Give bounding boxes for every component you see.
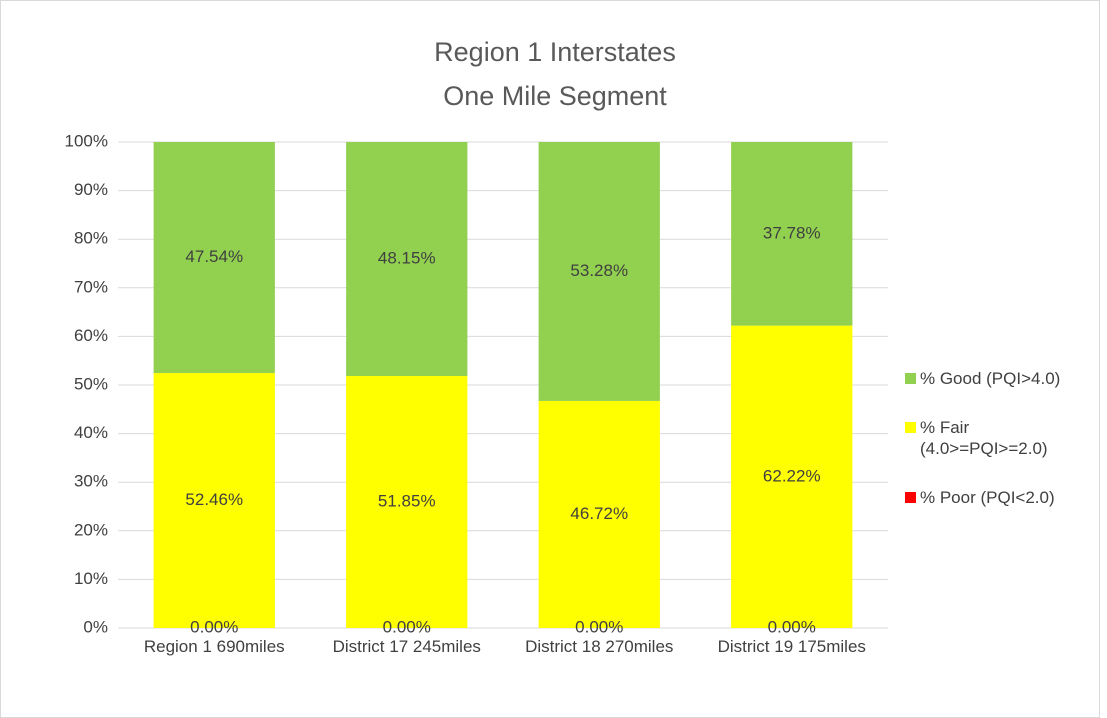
bar-segment xyxy=(538,142,660,401)
y-tick-label: 40% xyxy=(74,423,108,442)
data-label: 62.22% xyxy=(763,466,821,485)
data-label: 52.46% xyxy=(185,490,243,509)
data-label: 0.00% xyxy=(768,617,816,636)
x-tick-label: District 19 175miles xyxy=(717,637,866,656)
x-tick-label: District 17 245miles xyxy=(332,637,481,656)
legend-swatch xyxy=(905,373,916,384)
data-label: 0.00% xyxy=(383,617,431,636)
data-label: 37.78% xyxy=(763,223,821,242)
bar-segment xyxy=(153,373,275,628)
data-label: 47.54% xyxy=(185,247,243,266)
y-tick-label: 10% xyxy=(74,569,108,588)
bar-segment xyxy=(346,142,468,377)
y-tick-label: 60% xyxy=(74,326,108,345)
y-tick-label: 30% xyxy=(74,472,108,491)
legend-label: % Good (PQI>4.0) xyxy=(920,369,1061,388)
y-tick-label: 50% xyxy=(74,374,108,393)
y-tick-label: 70% xyxy=(74,277,108,296)
bar-segment xyxy=(346,376,468,628)
y-tick-label: 0% xyxy=(83,617,108,636)
legend-label: % Fair (4.0>=PQI>=2.0) xyxy=(920,418,1048,458)
data-label: 0.00% xyxy=(575,617,623,636)
bar-segment xyxy=(731,142,853,326)
x-tick-label: Region 1 690miles xyxy=(143,637,285,656)
data-label: 0.00% xyxy=(190,617,238,636)
data-label: 46.72% xyxy=(570,504,628,523)
bar-segment xyxy=(153,142,275,374)
x-tick-label: District 18 270miles xyxy=(525,637,674,656)
bar-segment xyxy=(731,325,853,628)
legend-swatch xyxy=(905,492,916,503)
chart-title: Region 1 Interstates xyxy=(434,37,676,67)
legend-label: % Poor (PQI<2.0) xyxy=(920,488,1055,507)
y-tick-label: 90% xyxy=(74,180,108,199)
data-label: 48.15% xyxy=(378,248,436,267)
data-label: 53.28% xyxy=(570,261,628,280)
legend-swatch xyxy=(905,422,916,433)
y-tick-label: 20% xyxy=(74,520,108,539)
chart-subtitle: One Mile Segment xyxy=(443,81,667,111)
bar-segment xyxy=(538,400,660,628)
y-tick-label: 80% xyxy=(74,229,108,248)
data-label: 51.85% xyxy=(378,491,436,510)
y-tick-label: 100% xyxy=(65,131,108,150)
